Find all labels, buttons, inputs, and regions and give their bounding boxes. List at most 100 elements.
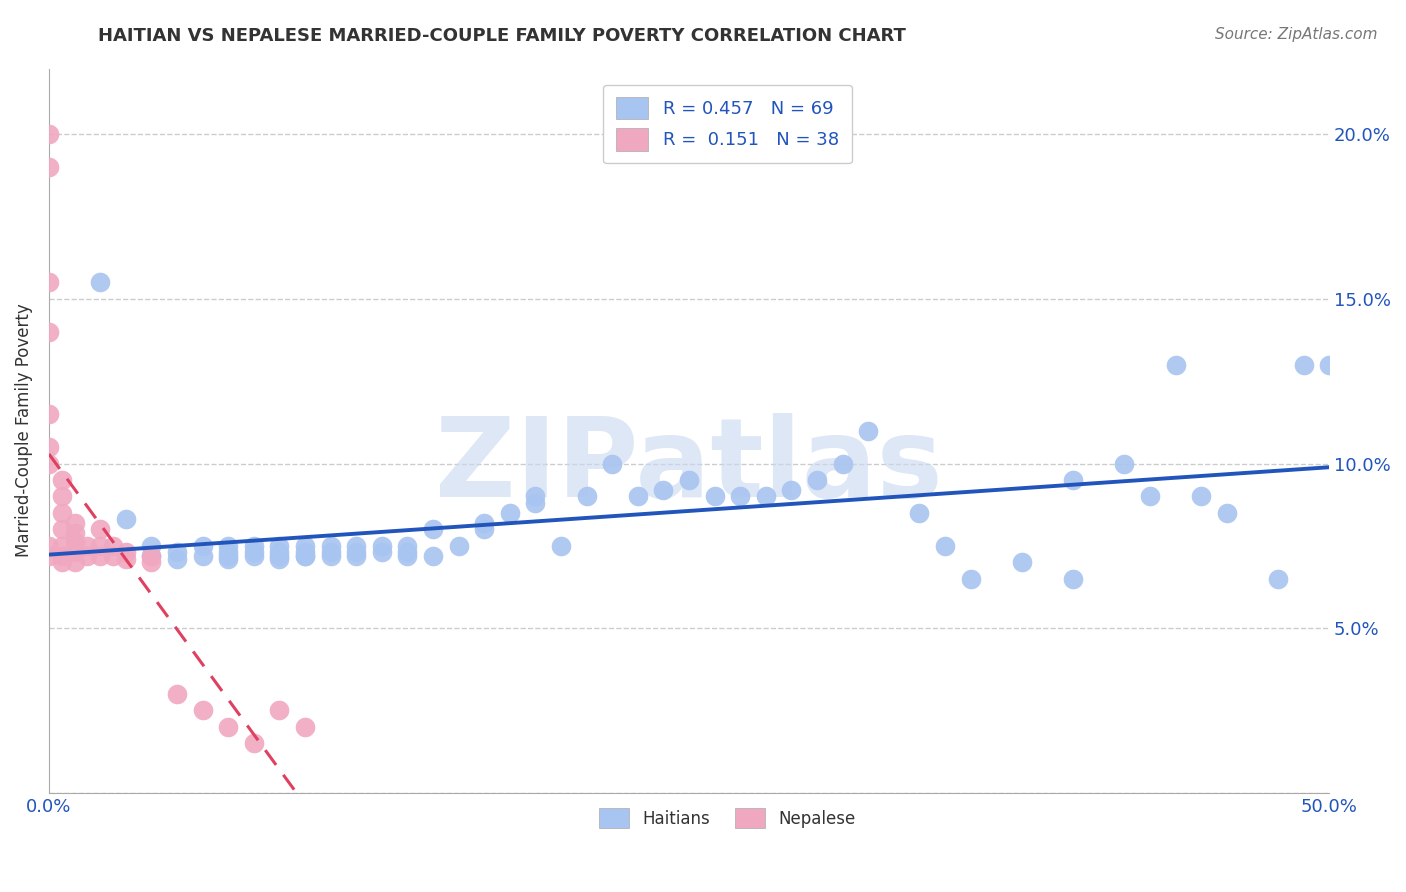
Point — [524, 490, 547, 504]
Point — [780, 483, 803, 497]
Point — [191, 539, 214, 553]
Point — [524, 496, 547, 510]
Point — [243, 545, 266, 559]
Point — [908, 506, 931, 520]
Point — [294, 720, 316, 734]
Point — [166, 545, 188, 559]
Point — [472, 522, 495, 536]
Point — [191, 549, 214, 563]
Point — [38, 128, 60, 142]
Point — [89, 522, 111, 536]
Point — [243, 736, 266, 750]
Point — [447, 539, 470, 553]
Point — [396, 549, 419, 563]
Point — [319, 545, 342, 559]
Text: HAITIAN VS NEPALESE MARRIED-COUPLE FAMILY POVERTY CORRELATION CHART: HAITIAN VS NEPALESE MARRIED-COUPLE FAMIL… — [98, 27, 907, 45]
Point — [166, 552, 188, 566]
Point — [51, 490, 73, 504]
Point — [600, 457, 623, 471]
Point — [166, 687, 188, 701]
Point — [294, 539, 316, 553]
Point — [1215, 506, 1237, 520]
Point — [89, 276, 111, 290]
Point — [243, 549, 266, 563]
Point — [806, 473, 828, 487]
Point — [396, 545, 419, 559]
Point — [858, 424, 880, 438]
Point — [550, 539, 572, 553]
Point — [1011, 555, 1033, 569]
Point — [396, 539, 419, 553]
Point — [627, 490, 650, 504]
Point — [294, 549, 316, 563]
Point — [294, 549, 316, 563]
Point — [344, 539, 367, 553]
Point — [243, 539, 266, 553]
Point — [38, 440, 60, 454]
Point — [269, 703, 291, 717]
Point — [89, 539, 111, 553]
Point — [1292, 358, 1315, 372]
Point — [371, 545, 394, 559]
Point — [1139, 490, 1161, 504]
Point — [63, 545, 86, 559]
Point — [344, 549, 367, 563]
Point — [51, 549, 73, 563]
Point — [755, 490, 778, 504]
Legend: Haitians, Nepalese: Haitians, Nepalese — [592, 801, 862, 835]
Point — [1114, 457, 1136, 471]
Point — [294, 545, 316, 559]
Point — [76, 549, 98, 563]
Point — [217, 539, 239, 553]
Point — [934, 539, 956, 553]
Point — [76, 539, 98, 553]
Point — [217, 552, 239, 566]
Point — [38, 539, 60, 553]
Point — [217, 549, 239, 563]
Point — [575, 490, 598, 504]
Point — [51, 539, 73, 553]
Point — [38, 549, 60, 563]
Point — [191, 703, 214, 717]
Point — [101, 539, 124, 553]
Point — [1062, 473, 1084, 487]
Point — [319, 549, 342, 563]
Point — [269, 539, 291, 553]
Point — [269, 545, 291, 559]
Point — [63, 555, 86, 569]
Text: ZIPatlas: ZIPatlas — [436, 413, 943, 520]
Point — [141, 549, 163, 563]
Point — [269, 552, 291, 566]
Point — [217, 545, 239, 559]
Point — [959, 572, 981, 586]
Point — [652, 483, 675, 497]
Point — [703, 490, 725, 504]
Point — [51, 555, 73, 569]
Point — [472, 516, 495, 530]
Point — [422, 522, 444, 536]
Point — [51, 473, 73, 487]
Point — [51, 506, 73, 520]
Point — [1062, 572, 1084, 586]
Point — [1189, 490, 1212, 504]
Point — [114, 552, 136, 566]
Point — [371, 539, 394, 553]
Point — [1164, 358, 1187, 372]
Point — [51, 522, 73, 536]
Point — [38, 457, 60, 471]
Point — [38, 276, 60, 290]
Point — [730, 490, 752, 504]
Point — [63, 535, 86, 549]
Point — [344, 545, 367, 559]
Point — [1317, 358, 1340, 372]
Point — [141, 549, 163, 563]
Point — [141, 555, 163, 569]
Point — [89, 549, 111, 563]
Y-axis label: Married-Couple Family Poverty: Married-Couple Family Poverty — [15, 303, 32, 558]
Point — [269, 549, 291, 563]
Point — [141, 539, 163, 553]
Point — [319, 539, 342, 553]
Point — [38, 407, 60, 421]
Point — [101, 549, 124, 563]
Point — [678, 473, 700, 487]
